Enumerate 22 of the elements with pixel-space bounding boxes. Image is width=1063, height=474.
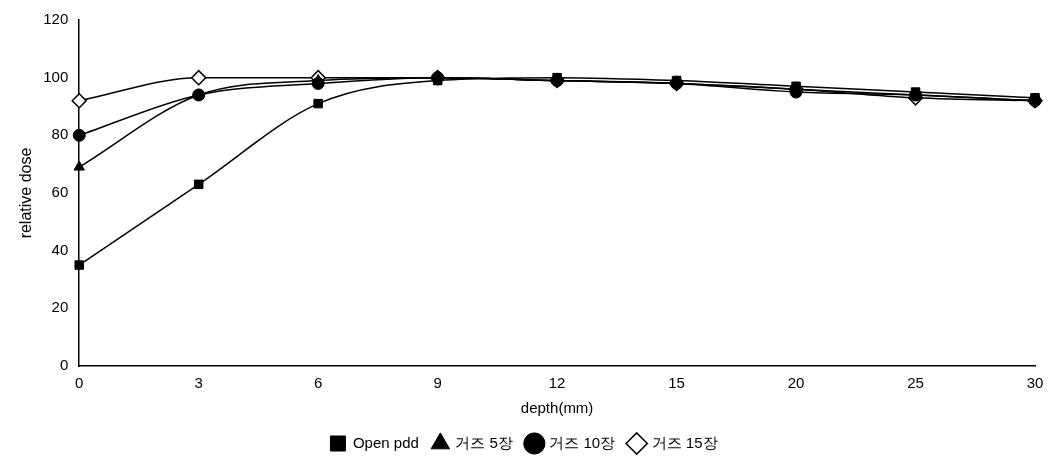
y-axis-title: relative dose [17, 147, 35, 239]
x-tick-label: 20 [787, 374, 805, 392]
y-tick-label: 120 [43, 10, 69, 28]
legend-label: Open pdd [352, 433, 419, 451]
legend-label: 거즈 15장 [651, 433, 718, 451]
legend-label: 거즈 10장 [549, 433, 616, 451]
x-tick-label: 12 [548, 374, 566, 392]
x-tick-label: 3 [194, 374, 203, 392]
y-tick-label: 40 [51, 240, 69, 258]
x-axis-title: depth(mm) [520, 399, 594, 417]
y-tick-label: 60 [51, 183, 69, 201]
x-tick-label: 0 [75, 374, 84, 392]
y-tick-label: 20 [51, 298, 69, 316]
x-tick-label: 30 [1026, 374, 1044, 392]
legend-label: 거즈 5장 [455, 433, 513, 451]
x-tick-label: 25 [907, 374, 924, 392]
x-tick-label: 6 [314, 374, 323, 392]
x-tick-label: 9 [433, 374, 442, 392]
x-tick-label: 15 [668, 374, 685, 392]
y-tick-label: 0 [59, 356, 69, 374]
y-tick-label: 80 [51, 125, 69, 143]
y-tick-label: 100 [43, 67, 69, 85]
